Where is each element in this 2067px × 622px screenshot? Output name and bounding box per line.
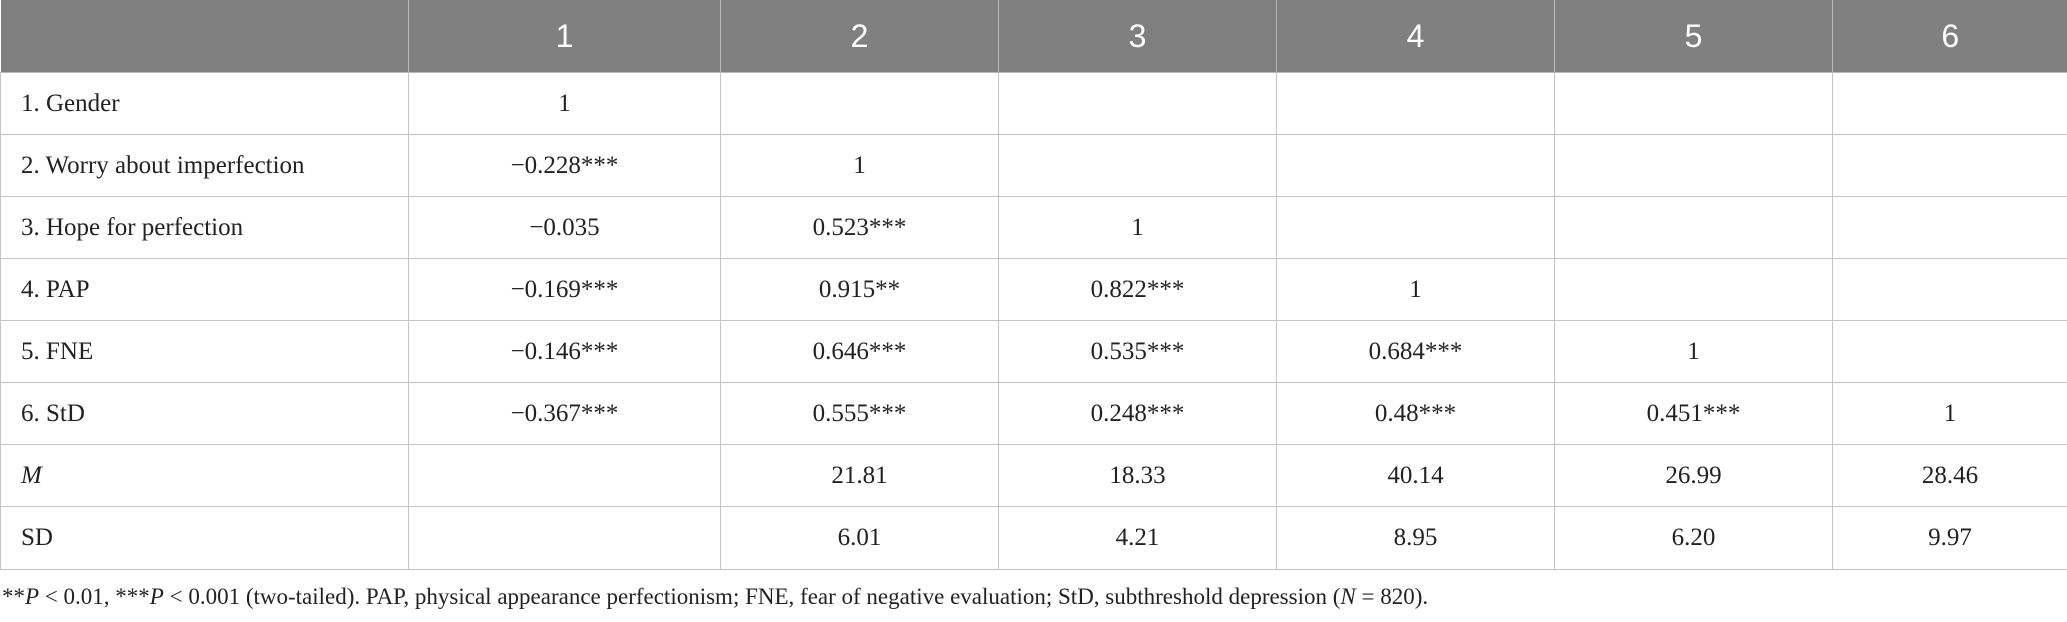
table-footnote: **P < 0.01, ***P < 0.001 (two-tailed). P…	[2, 584, 1428, 610]
row-label: 6. StD	[0, 382, 409, 445]
table-cell: 0.535***	[998, 320, 1277, 383]
footnote-text: < 0.01, ***	[39, 584, 150, 609]
table-row: M 21.81 18.33 40.14 26.99 28.46	[0, 444, 2067, 507]
table-cell	[1832, 258, 2067, 321]
table-cell	[1276, 196, 1555, 259]
table-cell: 0.555***	[720, 382, 999, 445]
table-cell: −0.146***	[408, 320, 721, 383]
table-cell: 0.646***	[720, 320, 999, 383]
table-cell: 1	[1554, 320, 1833, 383]
table-row: 6. StD −0.367*** 0.555*** 0.248*** 0.48*…	[0, 382, 2067, 445]
row-label: 3. Hope for perfection	[0, 196, 409, 259]
header-cell-3: 3	[998, 0, 1277, 73]
table-cell: 18.33	[998, 444, 1277, 507]
table-cell: 0.915**	[720, 258, 999, 321]
table-cell: 8.95	[1276, 506, 1555, 570]
table-cell: −0.367***	[408, 382, 721, 445]
footnote-p-var: P	[149, 584, 164, 609]
table-cell: 6.01	[720, 506, 999, 570]
table-cell: 26.99	[1554, 444, 1833, 507]
table-cell	[1276, 134, 1555, 197]
table-cell: 40.14	[1276, 444, 1555, 507]
table-cell	[1554, 258, 1833, 321]
table-cell: 28.46	[1832, 444, 2067, 507]
table-row: 2. Worry about imperfection −0.228*** 1	[0, 134, 2067, 197]
header-cell-2: 2	[720, 0, 999, 73]
row-label: 1. Gender	[0, 72, 409, 135]
table-cell	[1832, 72, 2067, 135]
table-cell: 0.248***	[998, 382, 1277, 445]
table-cell: 1	[1832, 382, 2067, 445]
table-cell: 1	[408, 72, 721, 135]
row-label: 2. Worry about imperfection	[0, 134, 409, 197]
table-cell: 1	[998, 196, 1277, 259]
table-row: 4. PAP −0.169*** 0.915** 0.822*** 1	[0, 258, 2067, 321]
table-cell: 21.81	[720, 444, 999, 507]
header-cell-5: 5	[1554, 0, 1833, 73]
table-cell	[1832, 134, 2067, 197]
table-cell: 4.21	[998, 506, 1277, 570]
table-cell: 0.48***	[1276, 382, 1555, 445]
header-cell-0	[0, 0, 409, 73]
footnote-p-var: P	[25, 584, 40, 609]
footnote-text: < 0.001 (two-tailed). PAP, physical appe…	[163, 584, 1341, 609]
table-cell	[1554, 134, 1833, 197]
table-body: 1. Gender 1 2. Worry about imperfection …	[0, 72, 2067, 570]
header-cell-6: 6	[1832, 0, 2067, 73]
footnote-n-var: N	[1340, 584, 1356, 609]
table-cell	[998, 72, 1277, 135]
row-label: 5. FNE	[0, 320, 409, 383]
header-cell-1: 1	[408, 0, 721, 73]
table-cell: 1	[720, 134, 999, 197]
table-cell	[1554, 72, 1833, 135]
table-cell: 0.684***	[1276, 320, 1555, 383]
table-row: 3. Hope for perfection −0.035 0.523*** 1	[0, 196, 2067, 259]
table-cell	[1554, 196, 1833, 259]
table-cell	[408, 444, 721, 507]
table-cell: −0.169***	[408, 258, 721, 321]
row-label: 4. PAP	[0, 258, 409, 321]
table-row: 1. Gender 1	[0, 72, 2067, 135]
table-header: 1 2 3 4 5 6	[0, 0, 2067, 73]
header-cell-4: 4	[1276, 0, 1555, 73]
table-cell: 6.20	[1554, 506, 1833, 570]
footnote-text: = 820).	[1355, 584, 1429, 609]
table-row: SD 6.01 4.21 8.95 6.20 9.97	[0, 506, 2067, 570]
footnote-sym: **	[2, 584, 25, 609]
table-cell	[998, 134, 1277, 197]
table-cell	[1832, 320, 2067, 383]
table-row: 5. FNE −0.146*** 0.646*** 0.535*** 0.684…	[0, 320, 2067, 383]
header-row: 1 2 3 4 5 6	[0, 0, 2067, 73]
correlation-table: 1 2 3 4 5 6 1. Gender 1 2. Worry about i…	[0, 0, 2067, 570]
table-cell	[1832, 196, 2067, 259]
table-cell	[1276, 72, 1555, 135]
row-label: SD	[0, 506, 409, 570]
table-cell: 0.523***	[720, 196, 999, 259]
row-label: M	[0, 444, 409, 507]
table-cell: −0.228***	[408, 134, 721, 197]
table-cell: 9.97	[1832, 506, 2067, 570]
table-cell: 0.451***	[1554, 382, 1833, 445]
table-cell	[408, 506, 721, 570]
table-cell: 1	[1276, 258, 1555, 321]
table-cell: 0.822***	[998, 258, 1277, 321]
table-cell: −0.035	[408, 196, 721, 259]
table-cell	[720, 72, 999, 135]
